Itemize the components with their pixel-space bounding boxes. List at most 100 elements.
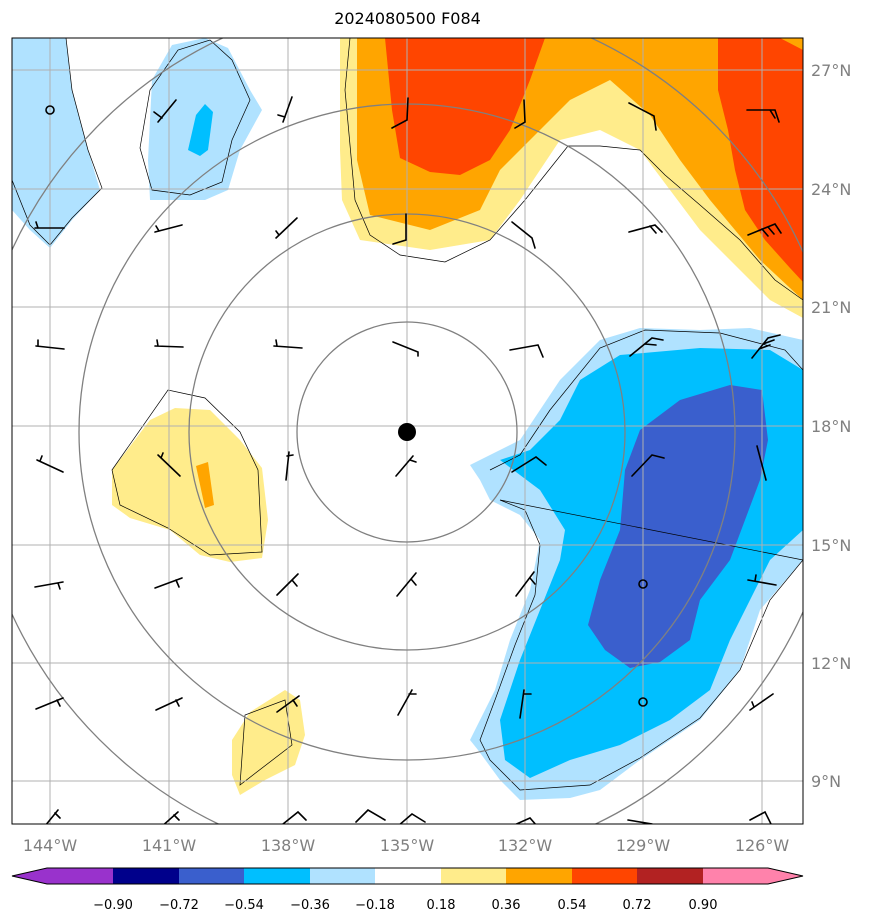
lon-label: 135°W	[380, 836, 435, 855]
wind-barb	[34, 221, 65, 229]
wind-barb	[519, 689, 532, 719]
lat-label: 27°N	[811, 61, 851, 80]
wind-barb	[515, 571, 536, 597]
wind-barb	[756, 445, 767, 481]
storm-center-dot	[398, 423, 416, 441]
wind-barb	[511, 456, 547, 473]
wind-barb	[509, 344, 544, 358]
lat-label: 21°N	[811, 298, 851, 317]
wind-barb	[285, 451, 294, 481]
contour-positive-018-s	[232, 690, 305, 795]
wind-barb	[154, 224, 183, 233]
colorbar-label: 0.54	[558, 898, 587, 913]
lat-label: 18°N	[811, 417, 851, 436]
colorbar-segment	[179, 868, 244, 884]
wind-barb	[628, 102, 657, 131]
wind-barbs	[34, 96, 782, 824]
isoline-s	[239, 699, 293, 786]
wind-barb	[391, 97, 409, 129]
wind-barb	[631, 454, 665, 477]
colorbar-label: −0.18	[355, 898, 395, 913]
colorbar-segment	[244, 868, 310, 884]
map-frame	[11, 37, 804, 825]
lon-label: 141°W	[142, 836, 197, 855]
wind-barb	[749, 693, 774, 711]
wind-barb	[511, 221, 536, 249]
colorbar	[11, 867, 804, 885]
colorbar-label: 0.18	[427, 898, 456, 913]
wind-barb	[277, 96, 293, 123]
wind-barb	[747, 223, 782, 237]
wind-barb	[163, 811, 180, 824]
colorbar-segment	[506, 868, 572, 884]
colorbar-labels: −0.90 −0.72 −0.54 −0.36 −0.18 0.18 0.36 …	[93, 898, 717, 913]
colorbar-label: 0.72	[623, 898, 652, 913]
wind-barb	[34, 581, 64, 590]
wind-barb	[399, 813, 426, 824]
wind-barb	[276, 695, 300, 713]
contour-negative-018-nw	[12, 38, 100, 248]
lat-label: 12°N	[811, 654, 851, 673]
wind-barb	[275, 217, 298, 239]
wind-barb	[392, 341, 419, 357]
wind-barb	[749, 810, 772, 824]
wind-barb	[751, 334, 781, 359]
contour-negative-036-n	[188, 104, 213, 156]
lon-label: 132°W	[498, 836, 553, 855]
isoline-w	[111, 389, 263, 556]
wind-barb	[154, 339, 184, 348]
colorbar-label: −0.72	[159, 898, 199, 913]
colorbar-extend-high	[768, 868, 803, 884]
colorbar-label: 0.36	[492, 898, 521, 913]
contour-negative-054-se	[588, 385, 768, 668]
wind-barb	[627, 819, 654, 824]
wind-barb	[392, 213, 407, 245]
colorbar-segment	[113, 868, 179, 884]
lon-label: 144°W	[23, 836, 78, 855]
wind-barb	[154, 577, 183, 589]
colorbar-segment	[703, 868, 768, 884]
lat-label: 15°N	[811, 536, 851, 555]
colorbar-label: −0.36	[290, 898, 330, 913]
wind-barb	[157, 452, 181, 477]
wind-barb	[45, 809, 61, 824]
colorbar-segment	[310, 868, 375, 884]
colorbar-segment	[47, 868, 113, 884]
lat-label: 24°N	[811, 180, 851, 199]
wind-barb	[628, 224, 663, 234]
colorbar-label: −0.90	[93, 898, 133, 913]
colorbar-segment	[441, 868, 506, 884]
lon-label: 126°W	[735, 836, 790, 855]
isoline-nw	[12, 38, 103, 246]
range-ring-1	[296, 321, 518, 543]
contour-positive-054-n	[385, 38, 545, 175]
colorbar-segment	[375, 868, 441, 884]
colorbar-label: −0.54	[224, 898, 264, 913]
wind-barb	[746, 109, 780, 123]
colorbar-label: 0.90	[689, 898, 718, 913]
colorbar-segment	[572, 868, 637, 884]
map-plot-area	[12, 38, 803, 824]
colorbar-outline	[11, 867, 804, 885]
lat-label: 9°N	[811, 772, 841, 791]
contour-positive-054-ne	[718, 38, 803, 282]
wind-barb	[281, 810, 307, 824]
calm-circle	[638, 697, 648, 707]
colorbar-extend-low	[12, 868, 47, 884]
wind-barb	[747, 574, 777, 586]
lat-axis-labels: 27°N 24°N 21°N 18°N 15°N 12°N 9°N	[811, 61, 851, 791]
calm-circle	[638, 579, 648, 589]
lon-label: 129°W	[616, 836, 671, 855]
wind-barb	[36, 455, 64, 473]
wind-barb	[35, 339, 65, 350]
wind-barb	[355, 808, 386, 823]
wind-barb	[276, 573, 299, 596]
wind-barb	[35, 697, 64, 710]
calm-circle	[45, 105, 55, 115]
wind-barb	[395, 455, 417, 477]
wind-barb	[396, 572, 417, 597]
lon-axis-labels: 144°W 141°W 138°W 135°W 132°W 129°W 126°…	[23, 836, 790, 855]
wind-barb	[153, 99, 177, 123]
map-title: 2024080500 F084	[334, 9, 481, 28]
